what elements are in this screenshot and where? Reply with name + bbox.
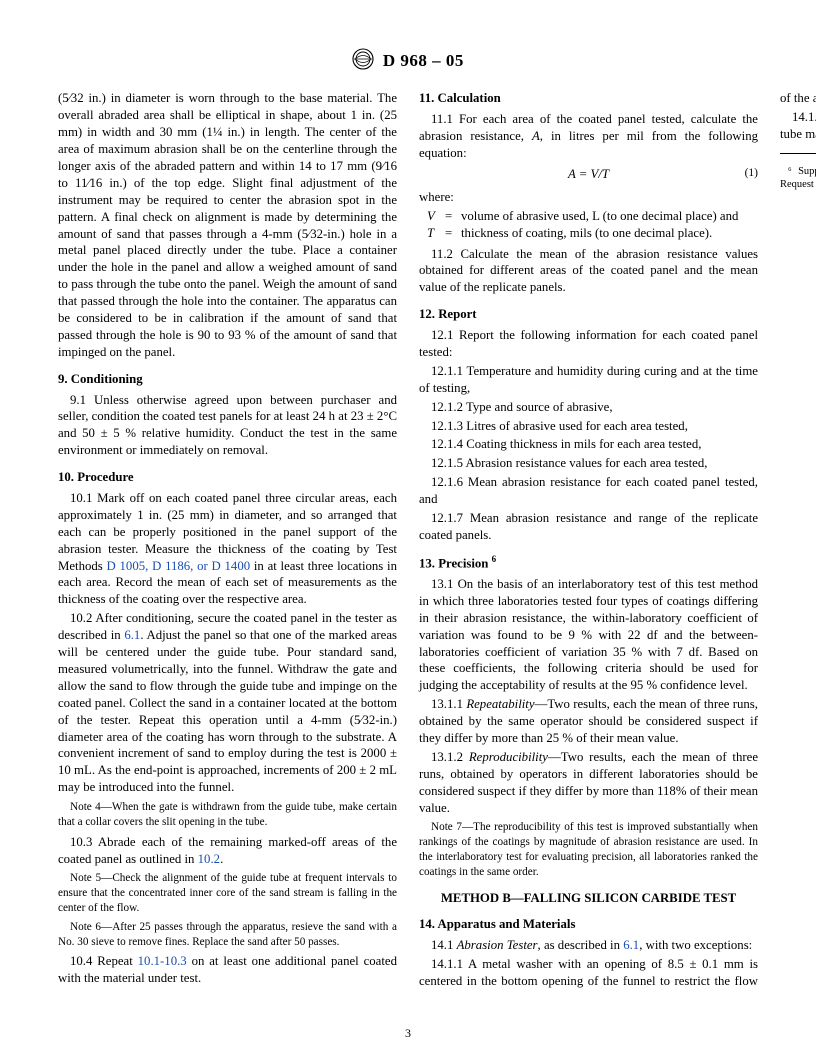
para-12-1-1: 12.1.1 Temperature and humidity during c… — [419, 363, 758, 397]
link-10-1-10-3[interactable]: 10.1-10.3 — [138, 954, 187, 968]
note-6: Note 6—After 25 passes through the appar… — [58, 920, 397, 950]
para-11-1: 11.1 For each area of the coated panel t… — [419, 111, 758, 162]
note-7: Note 7—The reproducibility of this test … — [419, 820, 758, 879]
section-10-title: 10. Procedure — [58, 469, 397, 486]
continuation-paragraph: (5⁄32 in.) in diameter is worn through t… — [58, 90, 397, 360]
para-10-2-b: . Adjust the panel so that one of the ma… — [58, 628, 397, 794]
para-9-1: 9.1 Unless otherwise agreed upon between… — [58, 392, 397, 460]
para-14-1-a: 14.1 — [431, 938, 457, 952]
para-12-1-7: 12.1.7 Mean abrasion resistance and rang… — [419, 510, 758, 544]
repeatability-label: Repeatability — [466, 697, 534, 711]
reproducibility-label: Reproducibility — [469, 750, 548, 764]
method-b-heading: METHOD B—FALLING SILICON CARBIDE TEST — [419, 890, 758, 907]
para-12-1-2: 12.1.2 Type and source of abrasive, — [419, 399, 758, 416]
para-10-1: 10.1 Mark off on each coated panel three… — [58, 490, 397, 608]
var-t-eq: = — [445, 225, 461, 242]
abrasion-tester-italic: Abrasion Tester — [457, 938, 538, 952]
var-t-sym: T — [427, 225, 445, 242]
para-12-1-4: 12.1.4 Coating thickness in mils for eac… — [419, 436, 758, 453]
astm-logo — [352, 48, 374, 76]
link-10-2[interactable]: 10.2 — [198, 852, 220, 866]
where-label: where: — [419, 189, 758, 206]
var-def-t: T = thickness of coating, mils (to one d… — [427, 225, 758, 242]
var-t-txt: thickness of coating, mils (to one decim… — [461, 225, 758, 242]
var-v-eq: = — [445, 208, 461, 225]
para-14-1: 14.1 Abrasion Tester, as described in 6.… — [419, 937, 758, 954]
footnote-6: ⁶ Supporting data are available from AST… — [780, 165, 816, 193]
equation-1: A = V/T (1) — [419, 166, 758, 183]
section-12-title: 12. Report — [419, 306, 758, 323]
section-9-title: 9. Conditioning — [58, 371, 397, 388]
link-d1005[interactable]: D 1005, D 1186, or D 1400 — [107, 559, 251, 573]
para-10-3-b: . — [220, 852, 223, 866]
para-12-1-5: 12.1.5 Abrasion resistance values for ea… — [419, 455, 758, 472]
section-14-title: 14. Apparatus and Materials — [419, 916, 758, 933]
para-12-1-3: 12.1.3 Litres of abrasive used for each … — [419, 418, 758, 435]
link-6-1-b[interactable]: 6.1 — [623, 938, 639, 952]
para-10-2: 10.2 After conditioning, secure the coat… — [58, 610, 397, 796]
footnote-rule — [780, 153, 816, 154]
para-11-2: 11.2 Calculate the mean of the abrasion … — [419, 246, 758, 297]
var-def-v: V = volume of abrasive used, L (to one d… — [427, 208, 758, 225]
section-11-title: 11. Calculation — [419, 90, 758, 107]
para-10-3-a: 10.3 Abrade each of the remaining marked… — [58, 835, 397, 866]
para-14-1-2: 14.1.2 The disk gate installed in a slit… — [780, 109, 816, 143]
para-14-1-b: , as described in — [538, 938, 624, 952]
para-10-3: 10.3 Abrade each of the remaining marked… — [58, 834, 397, 868]
para-13-1: 13.1 On the basis of an interlaboratory … — [419, 576, 758, 694]
para-14-1-c: , with two exceptions: — [639, 938, 752, 952]
link-6-1[interactable]: 6.1 — [124, 628, 140, 642]
equation-number: (1) — [745, 166, 758, 181]
para-12-1: 12.1 Report the following information fo… — [419, 327, 758, 361]
text-columns: (5⁄32 in.) in diameter is worn through t… — [58, 90, 758, 1000]
note-4: NNote 4—When the gate is withdrawn from … — [58, 800, 397, 830]
var-v-sym: V — [427, 208, 445, 225]
standard-designation: D 968 – 05 — [383, 51, 464, 70]
page-header: D 968 – 05 — [58, 48, 758, 76]
note-5: Note 5—Check the alignment of the guide … — [58, 871, 397, 915]
para-10-4-a: 10.4 Repeat — [70, 954, 138, 968]
equation-formula: A = V/T — [568, 166, 609, 183]
page-number: 3 — [0, 1026, 816, 1042]
para-12-1-6: 12.1.6 Mean abrasion resistance for each… — [419, 474, 758, 508]
para-13-1-1: 13.1.1 Repeatability—Two results, each t… — [419, 696, 758, 747]
para-13-1-2: 13.1.2 Reproducibility—Two results, each… — [419, 749, 758, 817]
para-10-4: 10.4 Repeat 10.1-10.3 on at least one ad… — [58, 953, 397, 987]
section-13-title: 13. Precision 6 — [419, 554, 758, 572]
var-v-txt: volume of abrasive used, L (to one decim… — [461, 208, 758, 225]
